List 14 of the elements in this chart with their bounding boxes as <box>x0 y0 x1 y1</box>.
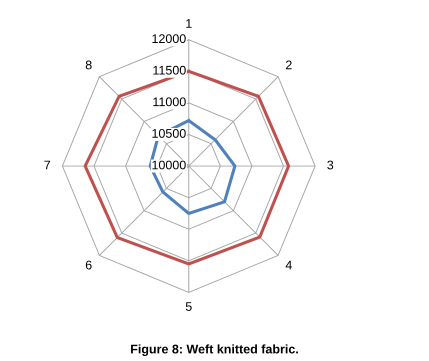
spoke-label: 8 <box>86 60 92 70</box>
y-tick-label: 10500 <box>152 128 186 138</box>
spoke-label: 7 <box>44 160 50 170</box>
y-tick-label: 10000 <box>152 160 186 170</box>
text: Figure 8: Weft knitted fabric. <box>131 344 298 356</box>
spoke-label: 1 <box>186 19 192 28</box>
spoke-label: 5 <box>186 302 192 311</box>
spoke-label: 3 <box>327 160 334 170</box>
spoke-label: 2 <box>286 60 292 70</box>
spoke-label: 6 <box>86 260 92 270</box>
spoke-label: 4 <box>286 260 292 270</box>
y-tick-label: 11500 <box>153 66 186 75</box>
y-tick-label: 11000 <box>153 97 186 106</box>
y-tick-label: 12000 <box>152 34 186 44</box>
